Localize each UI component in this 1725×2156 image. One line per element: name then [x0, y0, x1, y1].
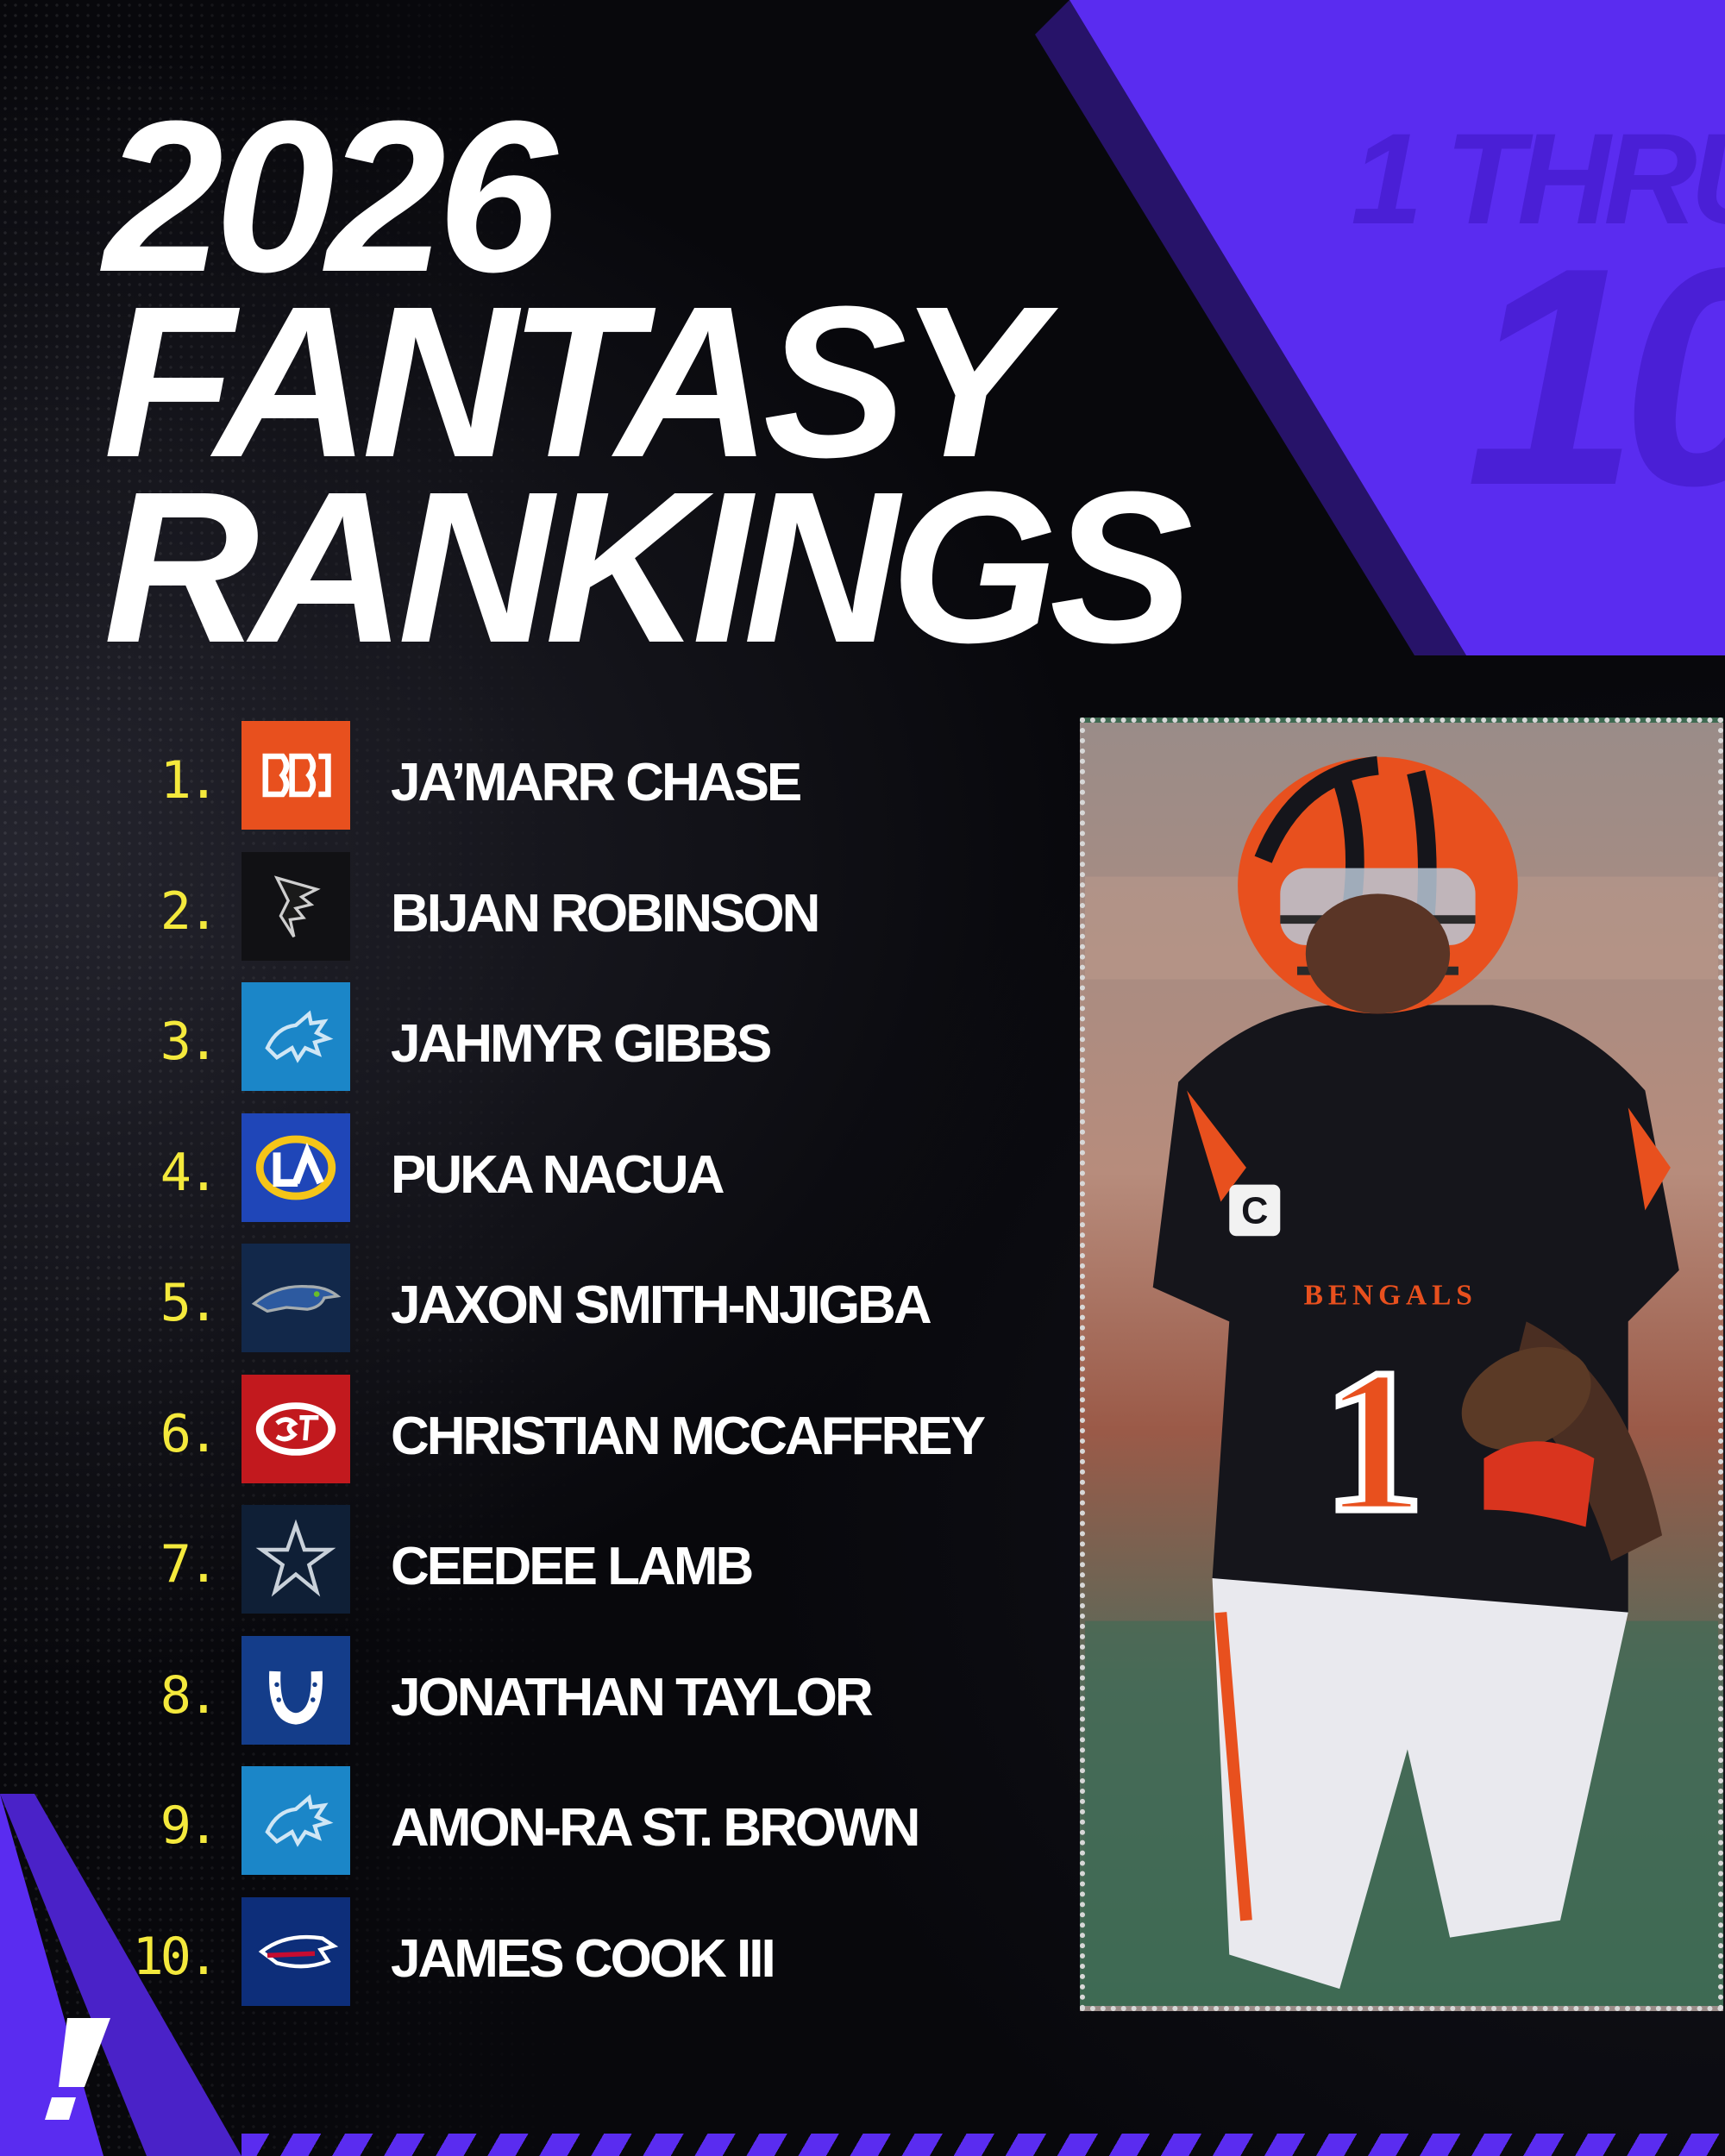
ranking-row: 10. JAMES COOK III [129, 1896, 1078, 2028]
title-line-1: 2026 [104, 76, 557, 317]
title-line-3: RANKINGS [104, 447, 1193, 687]
player-name: BIJAN ROBINSON [391, 883, 820, 943]
rank-number: 5. [160, 1273, 219, 1333]
rankings-list: 1. JA’MARR CHASE 2. BIJAN ROBINSON 3. JA… [129, 721, 1078, 2028]
range-badge: 1 THRU 10 [1294, 106, 1725, 550]
seahawks-logo-icon [242, 1244, 350, 1352]
player-name: JA’MARR CHASE [391, 753, 802, 812]
ranking-row: 1. JA’MARR CHASE [129, 721, 1078, 852]
rams-logo-icon [242, 1112, 350, 1222]
rank-number: 7. [160, 1534, 219, 1595]
jersey-number: 1 [1322, 1328, 1424, 1555]
rank-number: 10. [132, 1926, 219, 1987]
badge-line-2: 10 [1465, 204, 1725, 550]
player-name: JONATHAN TAYLOR [391, 1667, 874, 1727]
ranking-row: 5. JAXON SMITH-NJIGBA [129, 1244, 1078, 1375]
bills-logo-icon [242, 1896, 350, 2006]
ranking-row: 4. PUKA NACUA [129, 1112, 1078, 1244]
page-title: 2026 FANTASY RANKINGS [104, 76, 1193, 687]
player-name: CEEDEE LAMB [391, 1537, 754, 1596]
rank-number: 9. [160, 1796, 219, 1856]
bottom-stripe-decoration [242, 2134, 1725, 2156]
lions-logo-icon [242, 1766, 350, 1875]
player-name: JAHMYR GIBBS [391, 1014, 772, 1074]
jersey-team-name: BENGALS [1304, 1279, 1477, 1311]
player-name: AMON-RA ST. BROWN [391, 1798, 920, 1858]
rank-number: 6. [160, 1403, 219, 1464]
player-photo: C BENGALS 1 [1080, 718, 1723, 2011]
rank-number: 8. [160, 1664, 219, 1726]
rank-number: 2. [160, 881, 219, 942]
49ers-logo-icon [242, 1374, 350, 1483]
player-name: CHRISTIAN MCCAFFREY [391, 1406, 986, 1466]
cowboys-logo-icon [242, 1505, 350, 1614]
player-name: PUKA NACUA [391, 1144, 724, 1205]
ranking-row: 3. JAHMYR GIBBS [129, 982, 1078, 1113]
player-name: JAXON SMITH-NJIGBA [391, 1275, 932, 1335]
lions-logo-icon [242, 982, 350, 1091]
bengals-logo-icon [242, 721, 350, 830]
player-name: JAMES COOK III [391, 1928, 776, 1989]
captain-patch: C [1241, 1190, 1268, 1232]
rank-number: 3. [160, 1012, 219, 1072]
ranking-row: 2. BIJAN ROBINSON [129, 851, 1078, 983]
falcons-logo-icon [242, 851, 350, 961]
rank-number: 1. [160, 750, 219, 811]
ranking-row: 7. CEEDEE LAMB [129, 1505, 1078, 1636]
badge-line-1: 1 THRU [1351, 106, 1725, 251]
ranking-row: 6. CHRISTIAN MCCAFFREY [129, 1374, 1078, 1506]
exclamation-logo-icon [45, 2018, 110, 2120]
ranking-row: 9. AMON-RA ST. BROWN [129, 1766, 1078, 1897]
ranking-row: 8. JONATHAN TAYLOR [129, 1635, 1078, 1767]
colts-logo-icon [242, 1635, 350, 1745]
rank-number: 4. [160, 1142, 219, 1203]
title-line-2: FANTASY [104, 261, 1042, 502]
